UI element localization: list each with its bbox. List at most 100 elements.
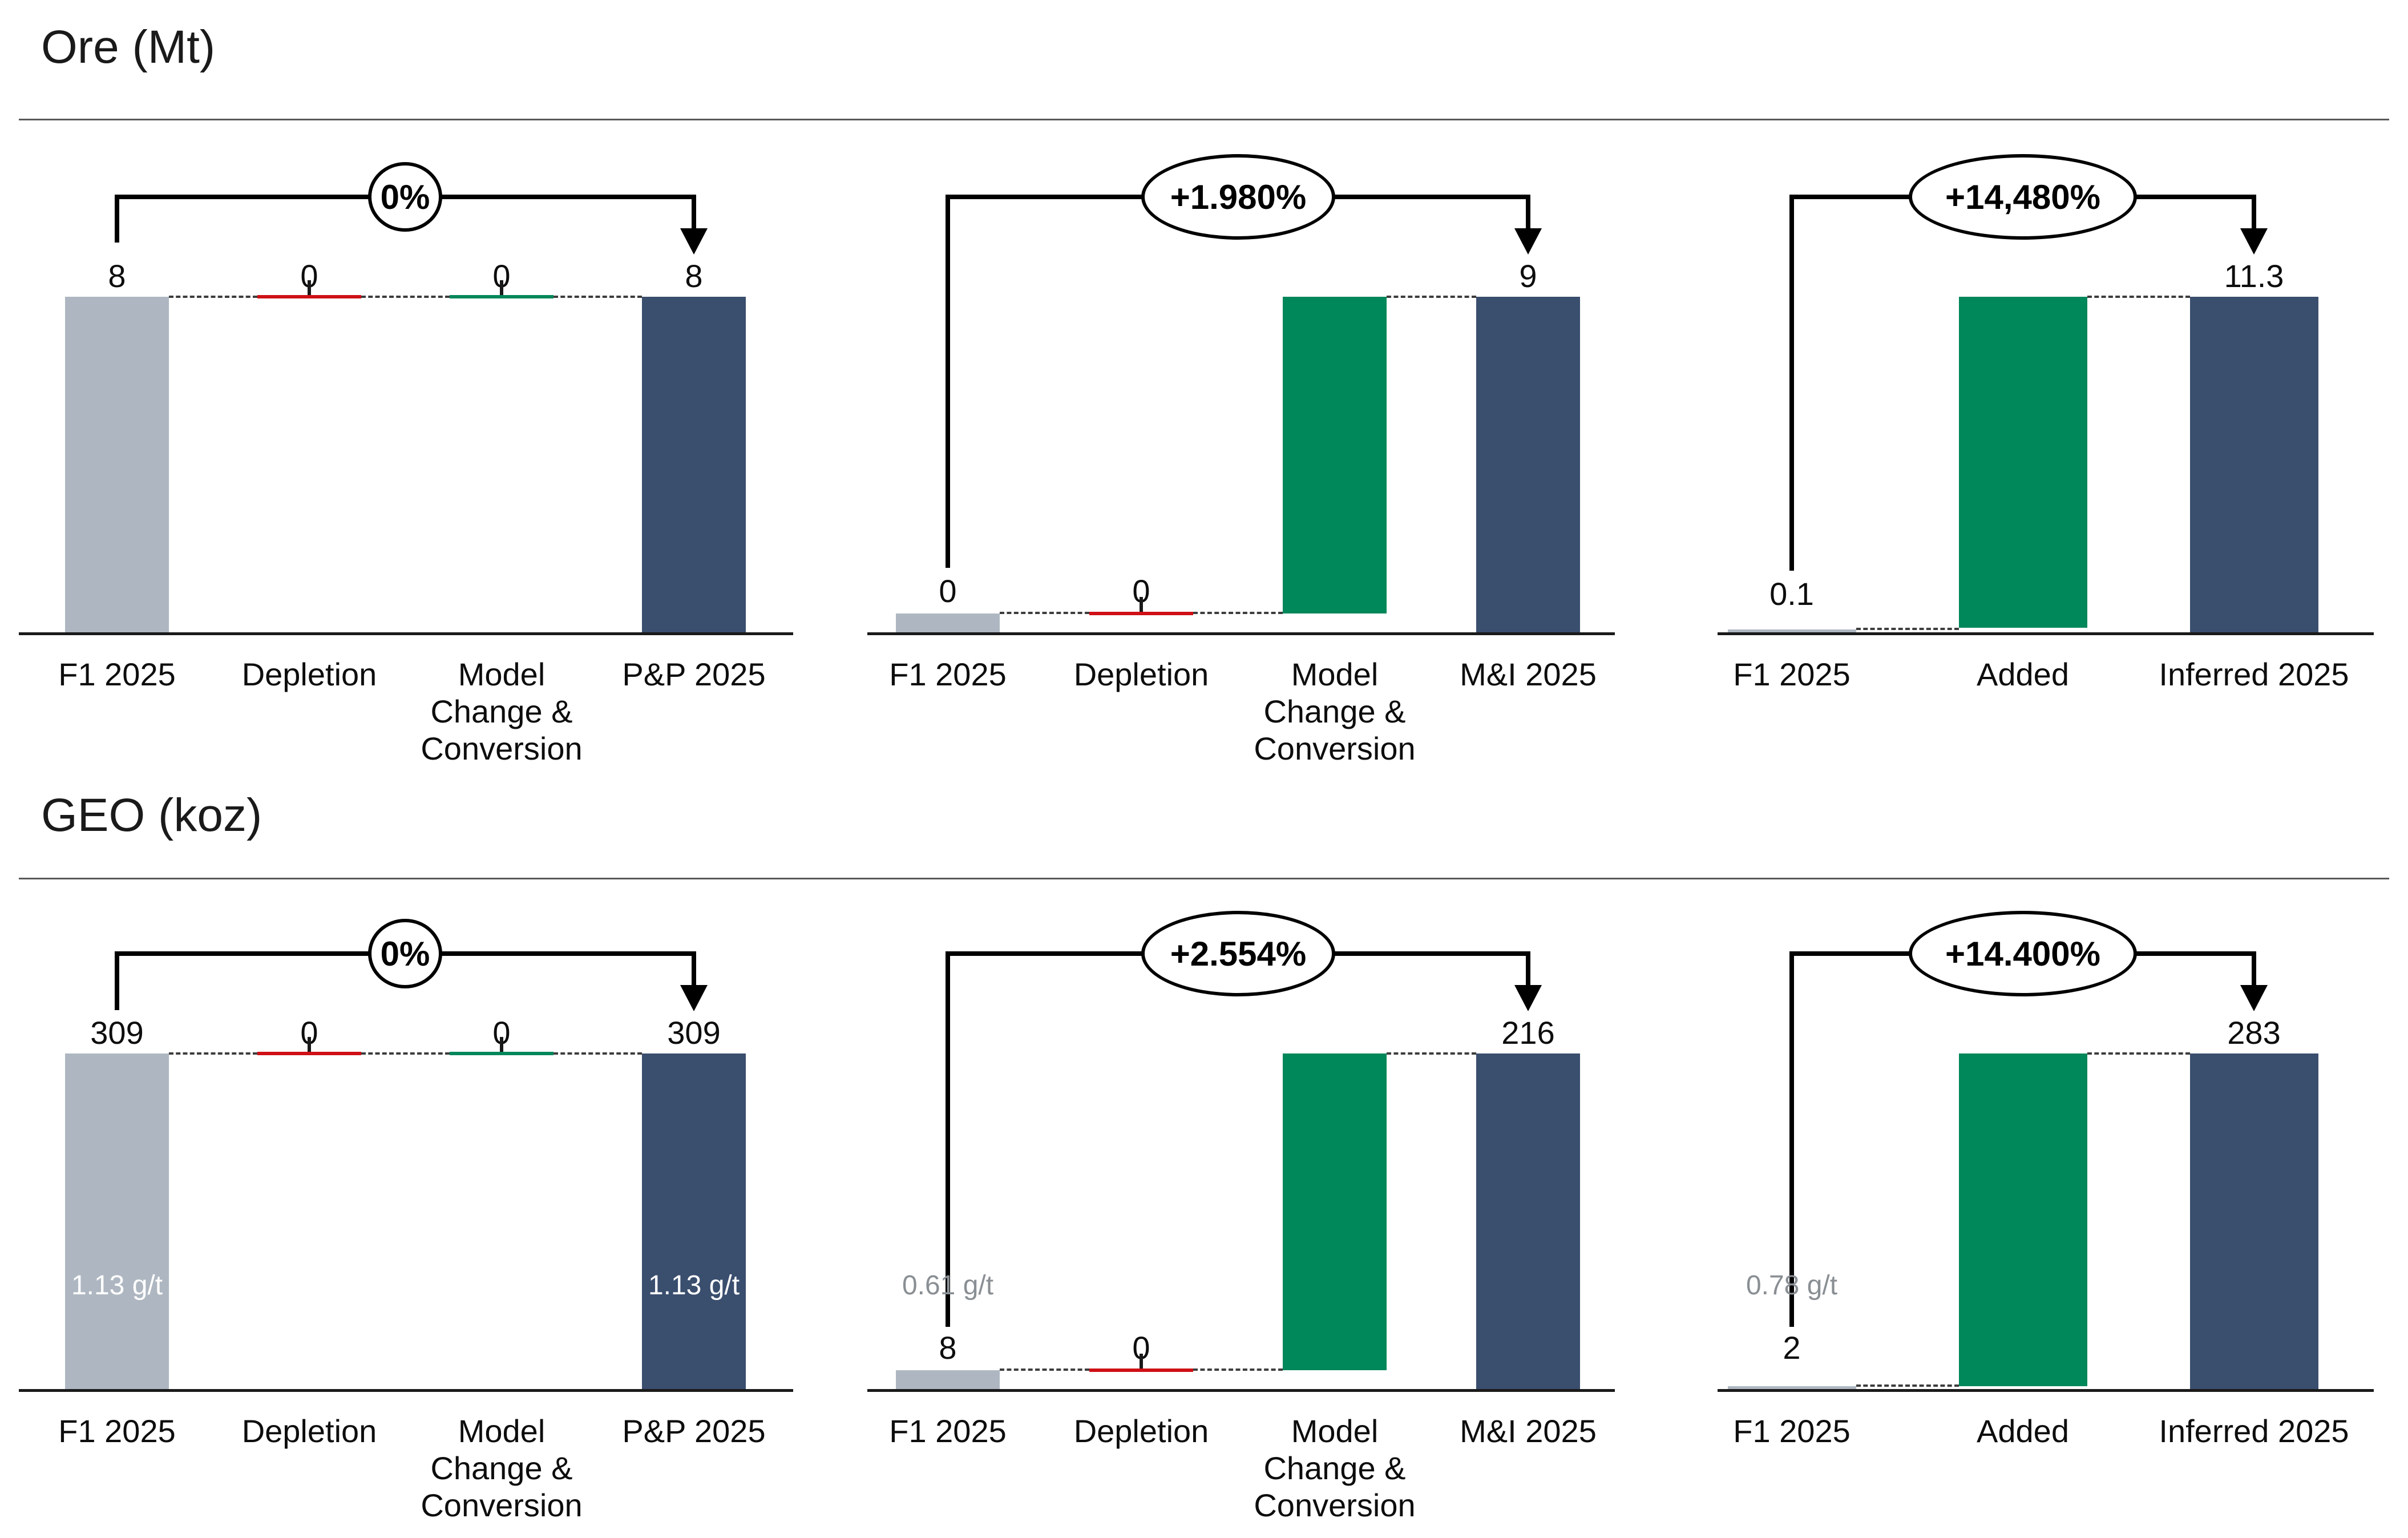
tick-depletion bbox=[257, 1052, 361, 1055]
arrow-down-icon bbox=[1514, 228, 1542, 255]
tick-depletion bbox=[257, 295, 361, 298]
tick-depletion bbox=[1089, 1369, 1193, 1372]
section-title-geo: GEO (koz) bbox=[41, 789, 262, 841]
category-label-depletion: Depletion bbox=[241, 1413, 377, 1449]
bar-f1-2025 bbox=[65, 1053, 169, 1389]
bar-added bbox=[1959, 297, 2087, 628]
bar-f1-2025 bbox=[65, 297, 169, 632]
arrow-down-icon bbox=[2240, 228, 2268, 255]
category-label-model-change: Model Change & Conversion bbox=[1254, 656, 1416, 766]
change-badge: +14.400% bbox=[1909, 911, 2137, 996]
value-label-mi: 9 bbox=[1519, 258, 1537, 294]
section-rule-ore bbox=[19, 119, 2389, 120]
bracket-right-leg bbox=[2252, 951, 2256, 985]
category-label-f1: F1 2025 bbox=[1733, 656, 1851, 692]
change-badge: +14,480% bbox=[1909, 154, 2137, 240]
value-label-inferred: 11.3 bbox=[2224, 258, 2284, 294]
bar-mi-2025 bbox=[1476, 297, 1580, 632]
category-label-model-change: Model Change & Conversion bbox=[421, 656, 583, 766]
category-label-pp: P&P 2025 bbox=[622, 656, 766, 692]
grade-label-f1: 1.13 g/t bbox=[71, 1270, 163, 1301]
connector-dashed bbox=[361, 296, 450, 298]
category-label-f1: F1 2025 bbox=[889, 1413, 1007, 1449]
grade-label-f1: 0.78 g/t bbox=[1746, 1270, 1838, 1301]
arrow-down-icon bbox=[680, 228, 708, 255]
category-label-mi: M&I 2025 bbox=[1460, 656, 1597, 692]
tick-marker bbox=[308, 1037, 311, 1052]
bar-inferred-2025 bbox=[2190, 297, 2318, 632]
bar-added bbox=[1959, 1053, 2087, 1386]
bracket-left-leg bbox=[115, 951, 119, 1010]
category-label-inferred: Inferred 2025 bbox=[2159, 1413, 2349, 1449]
bracket-left-leg bbox=[115, 195, 119, 243]
tick-marker bbox=[1140, 597, 1143, 612]
connector-dashed bbox=[169, 1052, 257, 1055]
x-axis bbox=[867, 632, 1615, 635]
bar-model-change bbox=[1283, 297, 1387, 613]
category-label-f1: F1 2025 bbox=[1733, 1413, 1851, 1449]
value-label-f1: 0.1 bbox=[1769, 576, 1814, 612]
change-badge-label: +14,480% bbox=[1945, 177, 2100, 216]
change-badge: 0% bbox=[368, 919, 442, 988]
tick-depletion bbox=[1089, 612, 1193, 615]
tick-model-change bbox=[450, 295, 553, 298]
value-label-f1: 8 bbox=[108, 258, 126, 294]
bar-pp-2025 bbox=[642, 297, 746, 632]
connector-dashed bbox=[1387, 296, 1476, 298]
bracket-left-leg bbox=[1789, 951, 1794, 1327]
bar-model-change bbox=[1283, 1053, 1387, 1370]
bar-f1-2025 bbox=[896, 613, 1000, 632]
category-label-pp: P&P 2025 bbox=[622, 1413, 766, 1449]
connector-dashed bbox=[361, 1052, 450, 1055]
value-label-pp: 8 bbox=[685, 258, 703, 294]
bracket-right-leg bbox=[692, 195, 696, 228]
change-badge-label: +2.554% bbox=[1170, 934, 1307, 973]
category-label-model-change: Model Change & Conversion bbox=[1254, 1413, 1416, 1523]
grade-label-pp: 1.13 g/t bbox=[648, 1270, 740, 1301]
category-label-model-change: Model Change & Conversion bbox=[421, 1413, 583, 1523]
connector-dashed bbox=[1193, 612, 1283, 614]
category-label-f1: F1 2025 bbox=[889, 656, 1007, 692]
bracket-left-leg bbox=[946, 951, 950, 1327]
x-axis bbox=[19, 632, 793, 635]
x-axis bbox=[1718, 632, 2374, 635]
value-label-f1: 0 bbox=[939, 573, 957, 609]
category-label-added: Added bbox=[1977, 1413, 2069, 1449]
value-label-f1: 8 bbox=[939, 1330, 957, 1366]
bar-inferred-2025 bbox=[2190, 1053, 2318, 1389]
bar-pp-2025 bbox=[642, 1053, 746, 1389]
connector-dashed bbox=[1193, 1369, 1283, 1371]
tick-model-change bbox=[450, 1052, 553, 1055]
bracket-right-leg bbox=[1526, 195, 1530, 228]
bracket-left-leg bbox=[1789, 195, 1794, 571]
category-label-f1: F1 2025 bbox=[58, 656, 176, 692]
category-label-depletion: Depletion bbox=[1073, 656, 1209, 692]
change-badge-label: 0% bbox=[380, 934, 430, 973]
bracket-right-leg bbox=[1526, 951, 1530, 985]
arrow-down-icon bbox=[2240, 985, 2268, 1011]
arrow-down-icon bbox=[680, 985, 708, 1011]
connector-dashed bbox=[2087, 296, 2190, 298]
connector-dashed bbox=[2087, 1052, 2190, 1055]
bracket-right-leg bbox=[692, 951, 696, 985]
connector-dashed bbox=[169, 296, 257, 298]
grade-label-f1: 0.61 g/t bbox=[902, 1270, 994, 1301]
value-label-f1: 309 bbox=[90, 1015, 144, 1051]
change-badge-label: +1.980% bbox=[1170, 177, 1307, 216]
tick-marker bbox=[500, 1037, 503, 1052]
category-label-depletion: Depletion bbox=[1073, 1413, 1209, 1449]
category-label-inferred: Inferred 2025 bbox=[2159, 656, 2349, 692]
change-badge-label: +14.400% bbox=[1945, 934, 2100, 973]
connector-dashed bbox=[553, 296, 642, 298]
change-badge: 0% bbox=[368, 162, 442, 232]
connector-dashed bbox=[1387, 1052, 1476, 1055]
connector-dashed bbox=[1856, 628, 1959, 630]
category-label-f1: F1 2025 bbox=[58, 1413, 176, 1449]
x-axis bbox=[867, 1389, 1615, 1392]
x-axis bbox=[19, 1389, 793, 1392]
change-badge-label: 0% bbox=[380, 177, 430, 216]
value-label-f1: 2 bbox=[1783, 1330, 1801, 1366]
tick-marker bbox=[308, 280, 311, 295]
connector-dashed bbox=[1856, 1384, 1959, 1387]
